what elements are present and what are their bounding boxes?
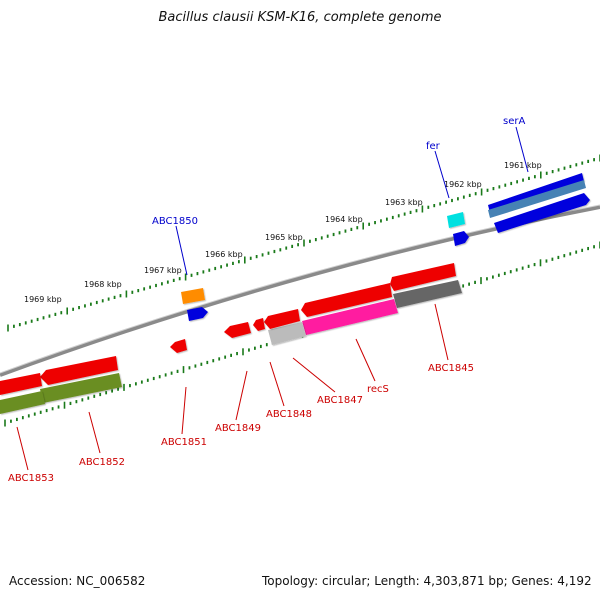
tick-label-1961: 1961 kbp — [504, 161, 542, 170]
leader-lines — [16, 126, 529, 471]
leader-ABC1850 — [175, 225, 188, 276]
tick-row-upper — [7, 154, 600, 332]
topology-text: Topology: circular; Length: 4,303,871 bp… — [262, 574, 592, 588]
leader-ABC1851 — [181, 386, 187, 435]
label-ABC1845[interactable]: ABC1845 — [428, 363, 474, 374]
chromosome-backbone-highlight — [0, 204, 600, 374]
leader-ABC1847 — [292, 357, 336, 393]
leader-ABC1853 — [16, 426, 29, 471]
tick-label-1969: 1969 kbp — [24, 295, 62, 304]
leader-ABC1845 — [434, 303, 449, 361]
gene-labels-forward: serA fer ABC1850 — [152, 116, 525, 227]
leader-serA — [515, 126, 529, 173]
gene-ABC1853-arrow[interactable] — [0, 373, 42, 395]
gene-ABC1848-arrow[interactable] — [264, 309, 300, 329]
gene-ABC1850-arrow[interactable] — [187, 307, 208, 321]
gene-serA-arrow-2[interactable] — [494, 193, 590, 233]
label-ABC1851[interactable]: ABC1851 — [161, 437, 207, 448]
gene-ABC1845-arrow[interactable] — [390, 263, 456, 291]
leader-ABC1852 — [88, 411, 101, 454]
gene-ABC1847-arrow[interactable] — [301, 283, 392, 317]
label-ABC1850[interactable]: ABC1850 — [152, 216, 198, 227]
gene-labels-reverse: ABC1845 recS ABC1847 ABC1848 ABC1849 ABC… — [8, 363, 474, 484]
gene-ABC1852-cds[interactable] — [40, 373, 122, 403]
gene-fer-arrow[interactable] — [453, 231, 469, 246]
gene-ABC1853-cds[interactable] — [0, 391, 45, 414]
gene-ABC1850-cds[interactable] — [181, 288, 205, 304]
map-title: Bacillus clausii KSM-K16, complete genom… — [158, 10, 442, 25]
leader-ABC1848 — [269, 361, 285, 407]
label-ABC1847[interactable]: ABC1847 — [317, 395, 363, 406]
label-ABC1849[interactable]: ABC1849 — [215, 423, 261, 434]
tick-label-1964: 1964 kbp — [325, 215, 363, 224]
gene-fer-cds[interactable] — [447, 212, 465, 228]
tick-label-1966: 1966 kbp — [205, 250, 243, 259]
tick-labels: 1961 kbp 1962 kbp 1963 kbp 1964 kbp 1965… — [24, 161, 542, 304]
tick-label-1962: 1962 kbp — [444, 180, 482, 189]
label-fer[interactable]: fer — [426, 141, 441, 152]
gene-serA-cds[interactable] — [488, 180, 586, 218]
label-recS[interactable]: recS — [367, 384, 389, 395]
gene-ABC1845-cds[interactable] — [393, 280, 462, 308]
accession-text: Accession: NC_006582 — [9, 574, 146, 588]
leader-recS — [355, 338, 376, 382]
tick-label-1968: 1968 kbp — [84, 280, 122, 289]
leader-ABC1849 — [235, 370, 248, 421]
gene-recS-cds[interactable] — [302, 299, 398, 335]
label-ABC1853[interactable]: ABC1853 — [8, 473, 54, 484]
gene-small-arrow[interactable] — [253, 318, 265, 331]
label-ABC1848[interactable]: ABC1848 — [266, 409, 312, 420]
gene-ABC1852-arrow[interactable] — [40, 356, 118, 385]
leader-fer — [434, 150, 450, 199]
gene-ABC1848-cds[interactable] — [268, 322, 306, 345]
tick-label-1965: 1965 kbp — [265, 233, 303, 242]
gene-ABC1851-arrow[interactable] — [170, 339, 187, 353]
label-serA[interactable]: serA — [503, 116, 525, 127]
tick-label-1967: 1967 kbp — [144, 266, 182, 275]
gene-ABC1849-arrow[interactable] — [224, 322, 251, 338]
tick-label-1963: 1963 kbp — [385, 198, 423, 207]
label-ABC1852[interactable]: ABC1852 — [79, 457, 125, 468]
